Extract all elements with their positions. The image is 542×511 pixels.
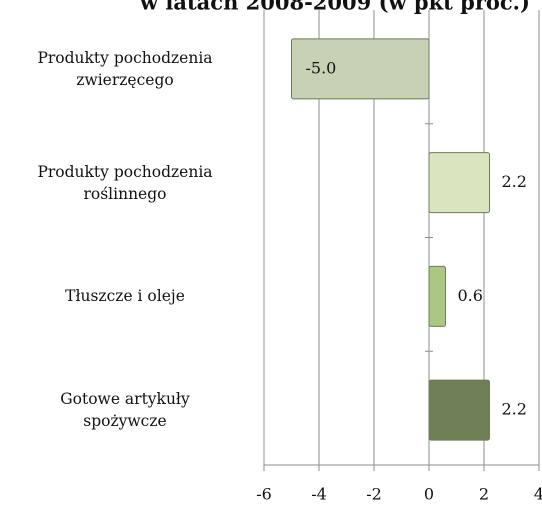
value-label: 2.2 xyxy=(502,400,527,419)
x-tick-label: -6 xyxy=(256,485,272,504)
value-label: 0.6 xyxy=(458,286,483,305)
category-label: Gotowe artykuły spożywcze xyxy=(60,390,190,431)
bar xyxy=(428,379,490,441)
x-tick-label: 4 xyxy=(534,485,542,504)
x-tick-label: -4 xyxy=(311,485,327,504)
bar xyxy=(428,265,446,327)
x-tick-label: 2 xyxy=(479,485,489,504)
value-label: -5.0 xyxy=(306,58,337,77)
bar xyxy=(291,38,430,100)
value-label: 2.2 xyxy=(502,172,527,191)
bar xyxy=(428,152,490,214)
category-label: Tłuszcze i oleje xyxy=(65,287,185,306)
x-tick-label: 0 xyxy=(424,485,434,504)
chart-title: w latach 2008-2009 (w pkt proc.) xyxy=(139,0,530,15)
category-label: Produkty pochodzenia zwierzęcego xyxy=(37,48,213,89)
x-tick-label: -2 xyxy=(366,485,382,504)
category-label: Produkty pochodzenia roślinnego xyxy=(37,162,213,203)
